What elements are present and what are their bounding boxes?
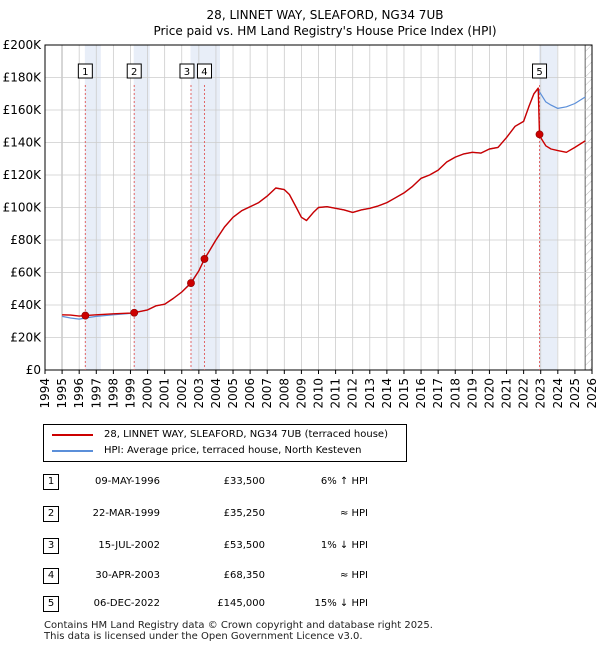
sale-number: 2: [43, 506, 59, 522]
x-tick-label: 2018: [448, 378, 462, 409]
y-tick-label: £100K: [3, 201, 43, 215]
sale-number: 5: [43, 596, 59, 612]
y-tick-label: £180K: [3, 71, 43, 85]
table-row: 2 22-MAR-1999 £35,250 ≈ HPI: [0, 506, 600, 522]
x-tick-label: 2012: [346, 378, 360, 409]
sale-label: 3: [184, 67, 190, 78]
sale-price: £33,500: [223, 476, 265, 487]
table-row: 5 06-DEC-2022 £145,000 15% ↓ HPI: [0, 596, 600, 612]
series-line-property: [62, 87, 586, 317]
x-tick-label: 2019: [465, 378, 479, 409]
x-tick-label: 2024: [551, 378, 565, 409]
table-row: 3 15-JUL-2002 £53,500 1% ↓ HPI: [0, 538, 600, 554]
sale-date: 09-MAY-1996: [94, 476, 160, 487]
x-tick-label: 1994: [38, 378, 52, 409]
sale-number: 1: [43, 474, 59, 490]
sale-point: [200, 255, 209, 263]
sale-point: [187, 279, 195, 287]
table-row: 1 09-MAY-1996 £33,500 6% ↑ HPI: [0, 474, 600, 490]
x-tick-label: 2006: [243, 378, 257, 409]
x-tick-label: 1996: [72, 378, 86, 409]
sale-hpi-comparison: 1% ↓ HPI: [320, 540, 368, 551]
sale-label: 4: [201, 67, 207, 78]
legend-swatch-hpi: [52, 450, 93, 452]
legend-swatch-property: [52, 434, 93, 436]
sale-number: 4: [43, 568, 59, 584]
y-tick-label: £20K: [10, 331, 42, 345]
x-tick-label: 2010: [312, 378, 326, 409]
sale-date: 22-MAR-1999: [92, 508, 160, 519]
sale-point: [81, 311, 90, 320]
x-tick-label: 2020: [482, 378, 496, 409]
sale-hpi-comparison: ≈ HPI: [339, 570, 368, 581]
sale-number: 3: [43, 538, 59, 554]
x-tick-label: 2009: [294, 378, 308, 409]
sale-label: 2: [131, 67, 137, 78]
sale-date: 06-DEC-2022: [93, 598, 160, 609]
x-tick-label: 2015: [397, 378, 411, 409]
y-tick-label: £200K: [3, 38, 43, 52]
x-tick-label: 2016: [414, 378, 428, 409]
sale-label-box: [532, 63, 548, 79]
x-tick-label: 2017: [431, 378, 445, 409]
sale-hpi-comparison: 6% ↑ HPI: [320, 476, 368, 487]
price-chart: 28, LINNET WAY, SLEAFORD, NG34 7UB Price…: [3, 8, 599, 409]
x-tick-label: 2003: [192, 378, 206, 409]
sale-point: [535, 130, 544, 139]
sale-hpi-comparison: ≈ HPI: [339, 508, 368, 519]
footer-license: This data is licensed under the Open Gov…: [44, 631, 363, 642]
sale-price: £145,000: [217, 598, 265, 609]
sale-label: 1: [82, 67, 88, 78]
footer-copyright: Contains HM Land Registry data © Crown c…: [44, 620, 433, 631]
sale-date: 30-APR-2003: [95, 570, 160, 581]
sale-price: £68,350: [223, 570, 265, 581]
sale-hpi-comparison: 15% ↓ HPI: [314, 598, 368, 609]
sale-price: £53,500: [223, 540, 265, 551]
x-tick-label: 2013: [363, 378, 377, 409]
y-tick-label: £120K: [3, 168, 43, 182]
sale-label-box: [77, 63, 93, 79]
y-tick-label: £80K: [10, 233, 42, 247]
y-tick-label: £40K: [10, 298, 42, 312]
x-tick-label: 1995: [55, 378, 69, 409]
y-tick-label: £140K: [3, 136, 43, 150]
sale-point: [130, 308, 139, 317]
x-tick-label: 1997: [89, 378, 103, 409]
x-tick-label: 2005: [226, 378, 240, 409]
sale-price: £35,250: [223, 508, 265, 519]
x-tick-label: 2000: [141, 378, 155, 409]
x-tick-label: 2023: [534, 378, 548, 409]
x-tick-label: 1998: [106, 378, 120, 409]
x-tick-label: 2008: [277, 378, 291, 409]
legend: 28, LINNET WAY, SLEAFORD, NG34 7UB (terr…: [43, 424, 407, 462]
x-tick-label: 2001: [158, 378, 172, 409]
x-tick-label: 2002: [175, 378, 189, 409]
x-tick-label: 2007: [260, 378, 274, 409]
x-tick-label: 2022: [517, 378, 531, 409]
y-tick-label: £60K: [10, 266, 42, 280]
x-tick-label: 2014: [380, 378, 394, 409]
sale-label-box: [126, 63, 142, 79]
chart-subtitle: Price paid vs. HM Land Registry's House …: [153, 24, 496, 38]
sale-label-box: [179, 63, 195, 79]
legend-label-hpi: HPI: Average price, terraced house, Nort…: [104, 445, 362, 456]
x-tick-label: 2004: [209, 378, 223, 409]
sale-label: 5: [536, 67, 542, 78]
x-tick-label: 2025: [568, 378, 582, 409]
y-tick-label: £0: [26, 363, 41, 377]
table-row: 4 30-APR-2003 £68,350 ≈ HPI: [0, 568, 600, 584]
x-tick-label: 2021: [500, 378, 514, 409]
sale-date: 15-JUL-2002: [98, 540, 160, 551]
footer: Contains HM Land Registry data © Crown c…: [44, 620, 433, 642]
y-tick-label: £160K: [3, 103, 43, 117]
legend-label-property: 28, LINNET WAY, SLEAFORD, NG34 7UB (terr…: [104, 429, 388, 440]
x-tick-label: 1999: [123, 378, 137, 409]
sale-label-box: [196, 63, 212, 79]
x-tick-label: 2011: [329, 378, 343, 409]
chart-title: 28, LINNET WAY, SLEAFORD, NG34 7UB: [207, 8, 444, 22]
x-tick-label: 2026: [585, 378, 599, 409]
